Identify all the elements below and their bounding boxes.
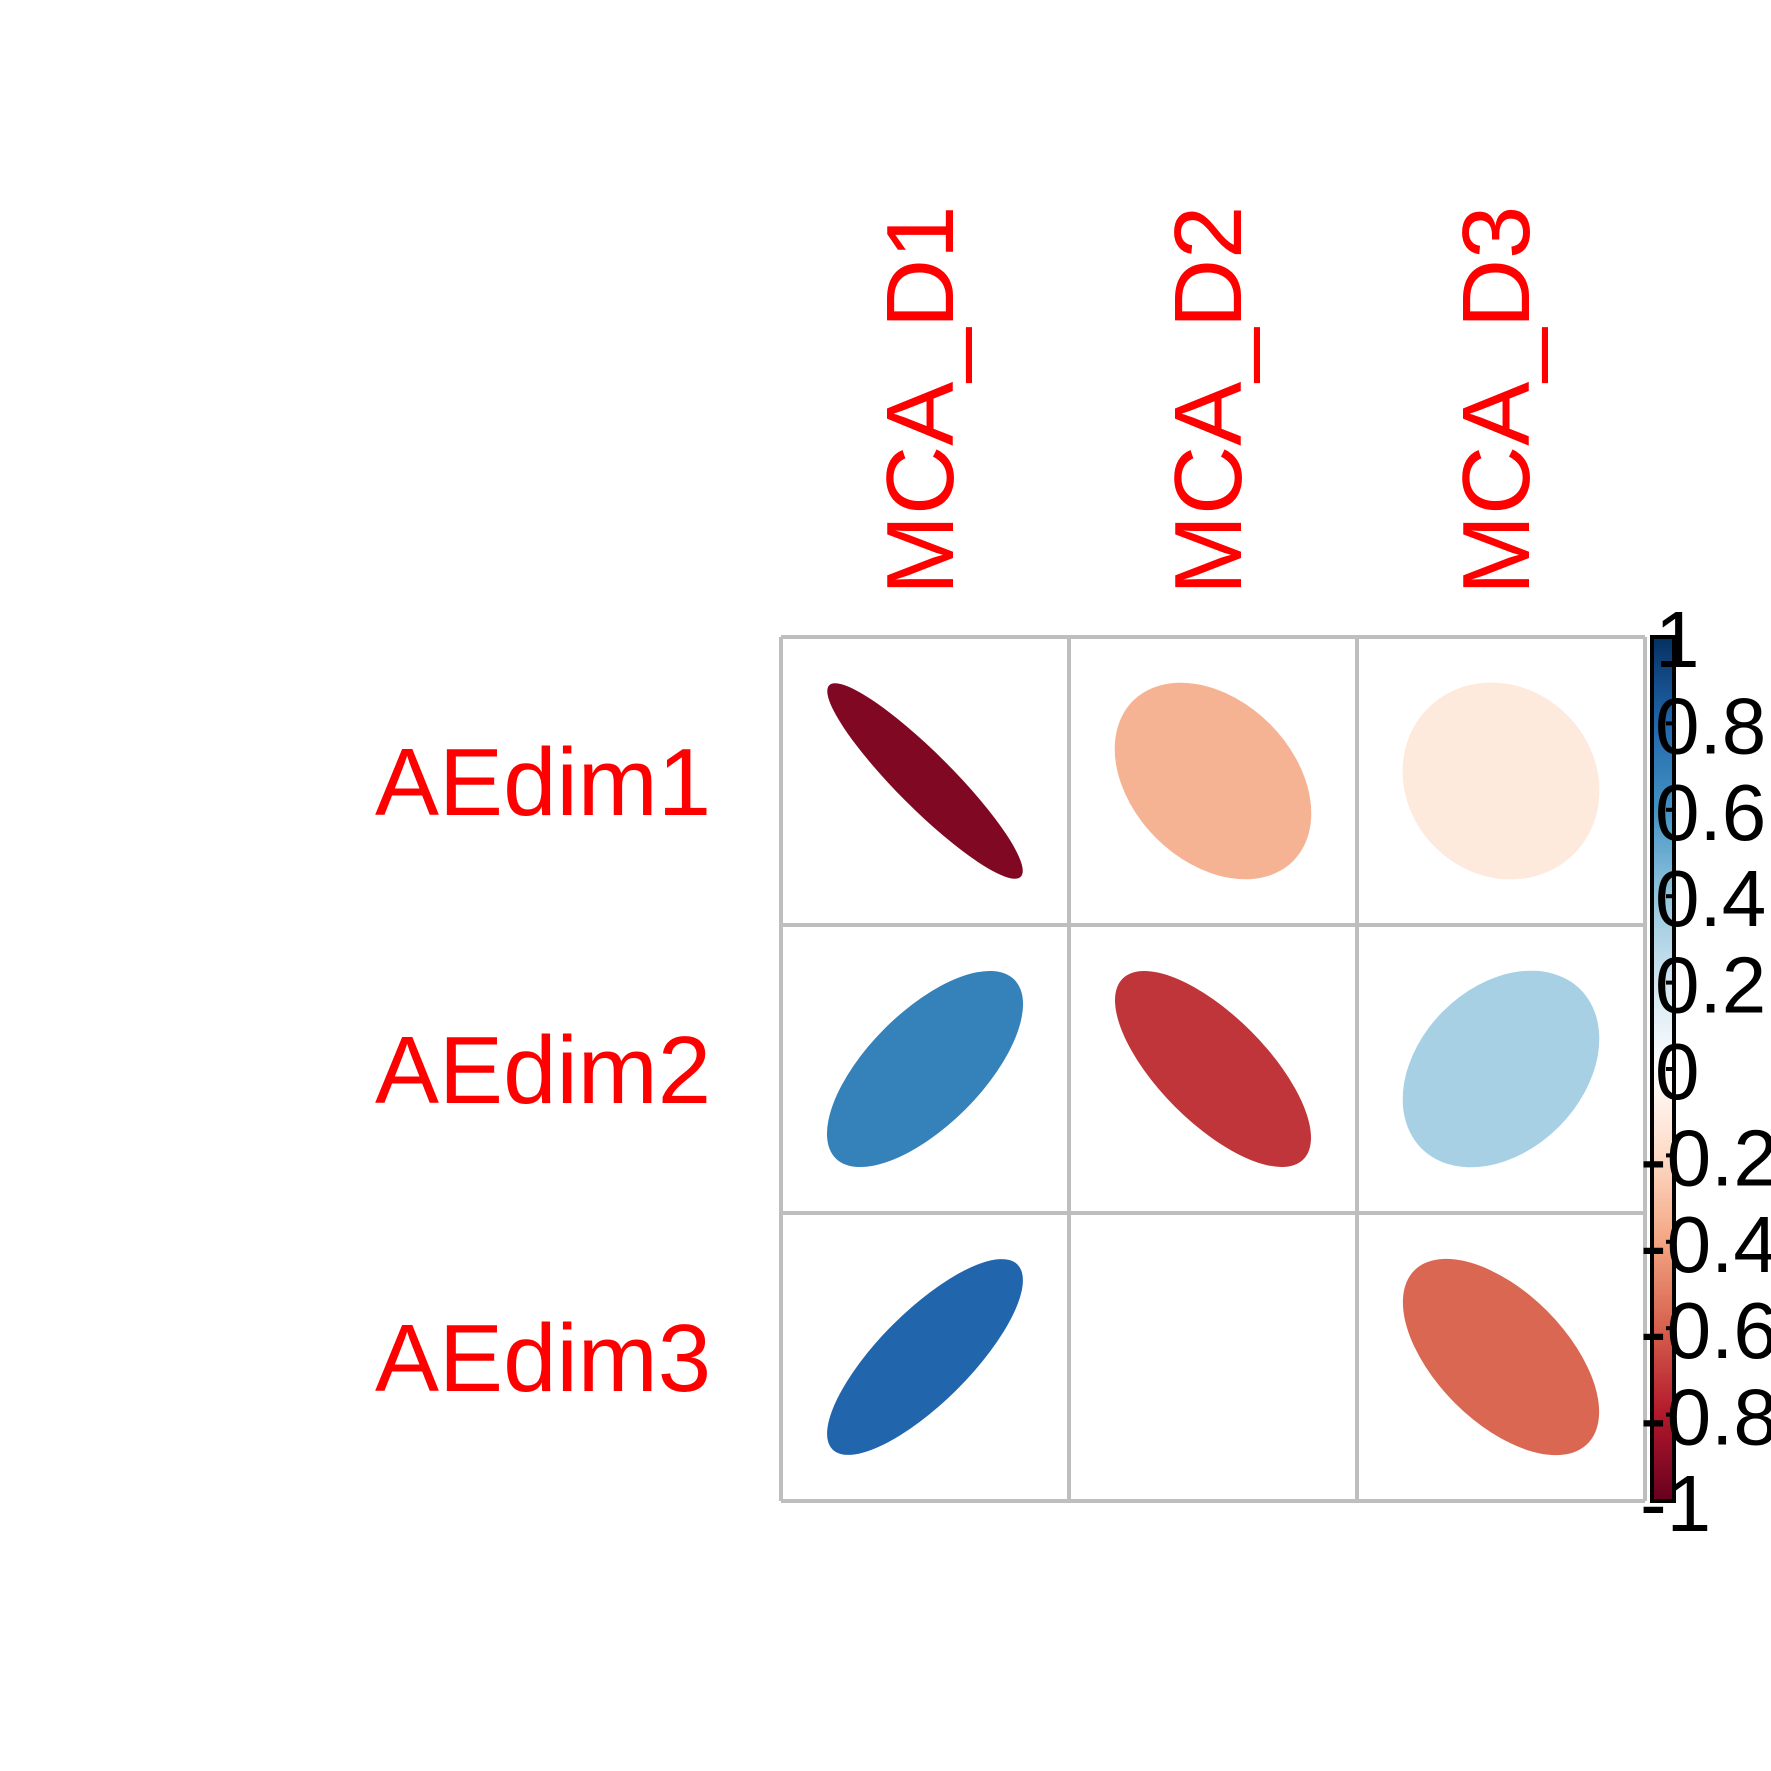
cell-ellipse-aedim2-mca_d2 [1115, 971, 1311, 1167]
cell-ellipse-aedim1-mca_d1 [827, 683, 1023, 879]
colorbar-tick-label: -0.2 [1640, 1113, 1771, 1202]
colorbar-tick-label: -1 [1640, 1459, 1711, 1548]
cell-ellipse-aedim3-mca_d1 [827, 1259, 1023, 1455]
row-label-aedim2: AEdim2 [375, 1017, 711, 1124]
colorbar-tick-label: -0.4 [1640, 1200, 1771, 1289]
colorbar-tick-label: 0 [1655, 1027, 1700, 1116]
cell-ellipse-aedim2-mca_d3 [1402, 970, 1600, 1168]
cell-ellipse-aedim3-mca_d3 [1402, 1258, 1600, 1456]
colorbar-tick-label: 0.4 [1655, 854, 1766, 943]
cell-ellipse-aedim3-mca_d2 [1114, 1258, 1312, 1456]
colorbar-tick-label: -0.6 [1640, 1286, 1771, 1375]
colorbar-tick-label: 0.6 [1655, 768, 1766, 857]
cell-ellipse-aedim1-mca_d3 [1402, 682, 1600, 880]
colorbar-tick-label: 1 [1655, 595, 1700, 684]
column-label-mca_d2: MCA_D2 [1155, 206, 1262, 595]
row-label-aedim1: AEdim1 [375, 729, 711, 836]
row-label-layer: AEdim1 AEdim2 AEdim3 [375, 729, 711, 1412]
column-label-layer: MCA_D1 MCA_D2 MCA_D3 [867, 206, 1550, 595]
cell-ellipse-aedim2-mca_d1 [826, 970, 1024, 1168]
cell-layer [826, 682, 1600, 1456]
grid-layer [779, 635, 1647, 1503]
cell-ellipse-aedim1-mca_d2 [1114, 682, 1312, 880]
colorbar-tick-label: 0.2 [1655, 941, 1766, 1030]
column-label-mca_d3: MCA_D3 [1443, 206, 1550, 595]
colorbar: 10.80.60.40.20-0.2-0.4-0.6-0.8-1 [1640, 595, 1771, 1548]
row-label-aedim3: AEdim3 [375, 1305, 711, 1412]
column-label-mca_d1: MCA_D1 [867, 206, 974, 595]
colorbar-tick-label: 0.8 [1655, 681, 1766, 770]
colorbar-tick-label: -0.8 [1640, 1373, 1771, 1462]
